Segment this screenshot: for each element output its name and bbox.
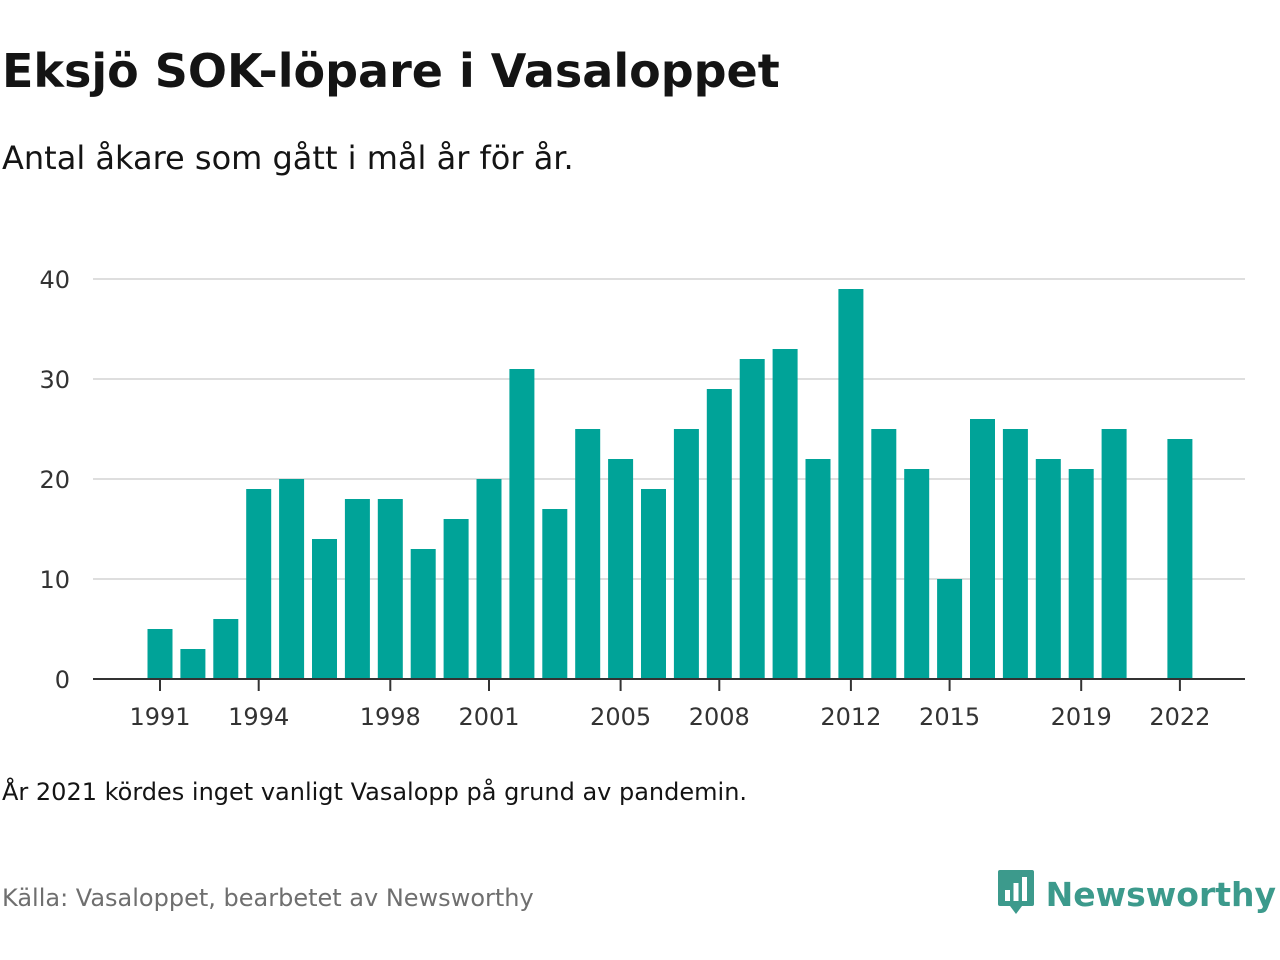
y-tick-label: 0 bbox=[55, 666, 70, 694]
newsworthy-logo-icon bbox=[996, 868, 1036, 920]
bar-2006 bbox=[641, 489, 666, 679]
bar-1996 bbox=[312, 539, 337, 679]
bar-1992 bbox=[180, 649, 206, 679]
bar-2012 bbox=[838, 289, 864, 679]
bar-2005 bbox=[608, 459, 634, 679]
bar-2019 bbox=[1068, 469, 1094, 679]
bar-1997 bbox=[344, 499, 370, 679]
y-tick-label: 40 bbox=[39, 266, 70, 294]
x-tick-label: 2001 bbox=[458, 703, 519, 731]
bar-2013 bbox=[871, 429, 897, 679]
bar-1993 bbox=[213, 619, 239, 679]
source-text: Källa: Vasaloppet, bearbetet av Newswort… bbox=[2, 884, 534, 912]
bar-2011 bbox=[805, 459, 831, 679]
bar-chart: 0 10 20 30 40 1991 1994 1998 2001 2005 2008 2012 201… bbox=[39, 266, 1245, 731]
chart-title: Eksjö SOK-löpare i Vasaloppet bbox=[2, 44, 780, 98]
x-tick-label: 1994 bbox=[228, 703, 289, 731]
y-tick-label: 20 bbox=[39, 466, 70, 494]
brand-logo: Newsworthy bbox=[996, 868, 1276, 920]
bar-2015 bbox=[937, 579, 963, 679]
chart-note: År 2021 kördes inget vanligt Vasalopp på… bbox=[2, 778, 748, 806]
bar-2001 bbox=[476, 479, 502, 679]
bar-2017 bbox=[1002, 429, 1028, 679]
x-tick-label: 1991 bbox=[129, 703, 190, 731]
bar-1994 bbox=[246, 489, 272, 679]
bar-2008 bbox=[706, 389, 732, 679]
bar-2003 bbox=[542, 509, 568, 679]
bar-1998 bbox=[377, 499, 403, 679]
bar-2014 bbox=[904, 469, 930, 679]
x-tick-label: 2008 bbox=[689, 703, 750, 731]
x-tick-label: 1998 bbox=[360, 703, 421, 731]
x-tick-label: 2012 bbox=[820, 703, 881, 731]
bar-2000 bbox=[443, 519, 469, 679]
x-tick-label: 2015 bbox=[919, 703, 980, 731]
chart-subtitle: Antal åkare som gått i mål år för år. bbox=[2, 139, 574, 177]
bar-2009 bbox=[739, 359, 765, 679]
bar-1995 bbox=[279, 479, 305, 679]
brand-name: Newsworthy bbox=[1045, 874, 1276, 914]
y-tick-label: 30 bbox=[39, 366, 70, 394]
bar-2010 bbox=[772, 349, 798, 679]
bar-2016 bbox=[970, 419, 995, 679]
bar-1999 bbox=[410, 549, 436, 679]
bar-2004 bbox=[575, 429, 601, 679]
bar-1991 bbox=[147, 629, 173, 679]
bar-2007 bbox=[673, 429, 699, 679]
x-tick-label: 2022 bbox=[1149, 703, 1210, 731]
bar-2022 bbox=[1167, 439, 1193, 679]
x-tick-label: 2019 bbox=[1051, 703, 1112, 731]
x-tick-label: 2005 bbox=[590, 703, 651, 731]
bar-2018 bbox=[1035, 459, 1061, 679]
y-tick-label: 10 bbox=[39, 566, 70, 594]
bar-2002 bbox=[509, 369, 535, 679]
bar-2020 bbox=[1101, 429, 1127, 679]
